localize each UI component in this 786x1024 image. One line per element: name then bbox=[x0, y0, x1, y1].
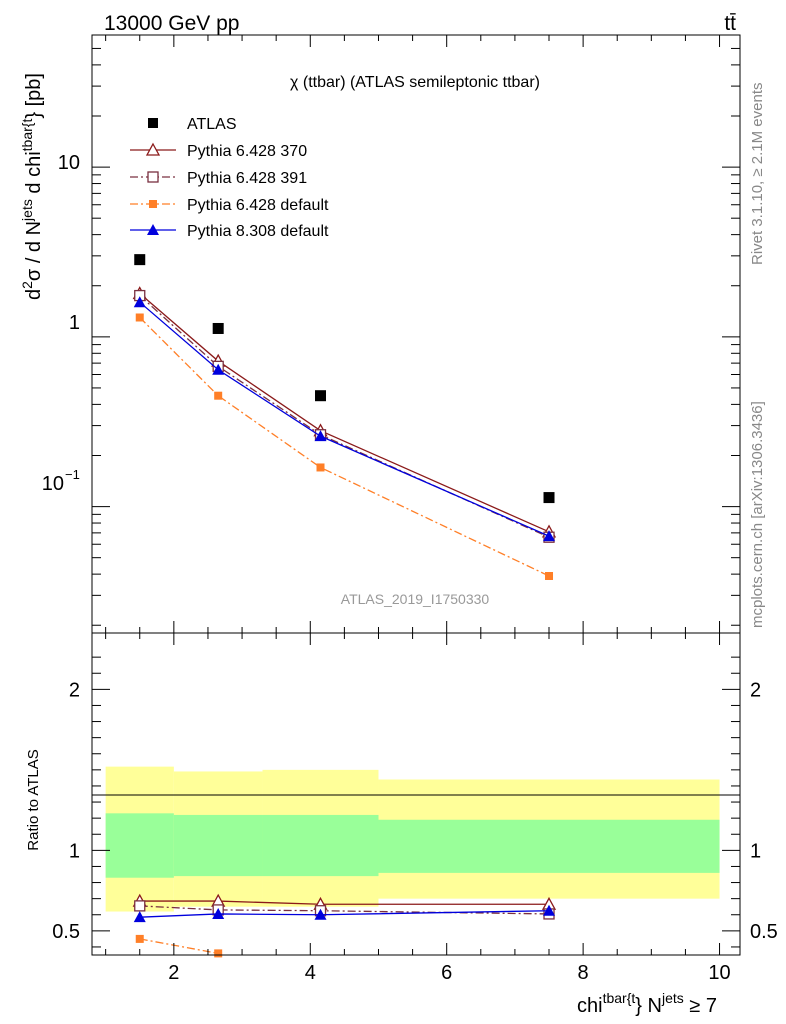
data-point-pythia-6-428-default-2 bbox=[316, 463, 325, 472]
series-line-pythia-6-428-391 bbox=[139, 295, 550, 538]
legend-entry-pythia8-default: Pythia 8.308 default bbox=[130, 223, 329, 240]
ratio-axis-ticks: 2 4 6 8 10 0.5 0.5 1 1 2 2 bbox=[52, 633, 778, 984]
x-tick-label-2: 2 bbox=[168, 962, 179, 984]
data-point-pythia-8-308-default-3 bbox=[543, 530, 556, 542]
ratio-band-inner-bin-2 bbox=[262, 814, 379, 877]
series-line-pythia-8-308-default bbox=[139, 301, 550, 537]
legend-entry-atlas: ATLAS bbox=[148, 116, 237, 133]
x-tick-label-4: 4 bbox=[305, 962, 316, 984]
main-y-axis-label: d2σ / d Njets d chitbar{t} [pb] bbox=[19, 73, 45, 300]
data-point-pythia-8-308-default-0 bbox=[133, 911, 146, 923]
ratio-y-tick-label-left-0.5: 0.5 bbox=[52, 921, 80, 943]
data-point-pythia-6-428-default-1 bbox=[214, 949, 223, 958]
data-point-atlas-1 bbox=[212, 322, 224, 334]
data-point-atlas-2 bbox=[315, 390, 327, 402]
ratio-plot-panel: 2 4 6 8 10 0.5 0.5 1 1 2 2 Ratio to ATLAS chitbar{… bbox=[25, 632, 778, 1017]
legend-marker-pythia8-default bbox=[147, 224, 159, 235]
series-line-pythia-6-428-370 bbox=[139, 293, 550, 533]
legend-marker-atlas bbox=[148, 118, 158, 128]
data-point-pythia-6-428-default-0 bbox=[135, 934, 144, 943]
data-point-pythia-8-308-default-0 bbox=[133, 296, 146, 308]
data-point-pythia-6-428-default-3 bbox=[545, 572, 554, 581]
energy-label: 13000 GeV pp bbox=[104, 12, 239, 35]
data-point-pythia-6-428-default-0 bbox=[135, 313, 144, 322]
legend-label-pythia6-default: Pythia 6.428 default bbox=[187, 197, 329, 214]
data-point-pythia-6-428-default-1 bbox=[214, 391, 223, 400]
ratio-uncertainty-bands bbox=[105, 766, 720, 912]
data-point-pythia-8-308-default-3 bbox=[543, 904, 556, 916]
ratio-y-tick-label-left-2: 2 bbox=[69, 679, 80, 701]
ratio-y-tick-label-right-2: 2 bbox=[750, 679, 761, 701]
ratio-y-tick-label-left-1: 1 bbox=[69, 840, 80, 862]
analysis-watermark: ATLAS_2019_I1750330 bbox=[341, 591, 490, 607]
x-tick-label-10: 10 bbox=[708, 962, 730, 984]
legend-marker-pythia6-370 bbox=[145, 142, 161, 156]
ratio-plot-frame bbox=[91, 632, 741, 956]
y-tick-label-1: 1 bbox=[69, 312, 80, 334]
series-line-pythia-8-308-default bbox=[139, 910, 550, 918]
legend-entry-pythia6-391: Pythia 6.428 391 bbox=[130, 170, 307, 187]
legend-entry-pythia6-default: Pythia 6.428 default bbox=[130, 197, 329, 214]
data-point-atlas-0 bbox=[134, 254, 146, 266]
legend-label-pythia6-391: Pythia 6.428 391 bbox=[187, 170, 307, 187]
ratio-band-inner-bin-0 bbox=[105, 813, 174, 878]
data-point-pythia-8-308-default-2 bbox=[314, 908, 327, 920]
mcplots-label: mcplots.cern.ch [arXiv:1306.3436] bbox=[749, 401, 766, 628]
data-point-atlas-3 bbox=[543, 492, 555, 504]
legend-label-pythia8-default: Pythia 8.308 default bbox=[187, 223, 329, 240]
x-axis-label: chitbar{t} Njets ≥ 7 bbox=[577, 990, 717, 1017]
legend-entry-pythia6-370: Pythia 6.428 370 bbox=[130, 142, 307, 160]
x-tick-label-8: 8 bbox=[578, 962, 589, 984]
legend-label-atlas: ATLAS bbox=[187, 116, 237, 133]
x-tick-label-6: 6 bbox=[441, 962, 452, 984]
plot-title: χ (ttbar) (ATLAS semileptonic ttbar) bbox=[290, 74, 540, 91]
data-point-pythia-8-308-default-1 bbox=[212, 907, 225, 919]
series-line-pythia-6-428-default bbox=[139, 317, 550, 577]
main-series-group bbox=[132, 254, 557, 581]
series-line-pythia-6-428-370 bbox=[139, 900, 550, 905]
legend-label-pythia6-370: Pythia 6.428 370 bbox=[187, 143, 307, 160]
ratio-y-tick-label-right-1: 1 bbox=[750, 840, 761, 862]
ratio-band-inner-bin-3 bbox=[378, 819, 720, 873]
ratio-y-axis-label: Ratio to ATLAS bbox=[25, 749, 42, 850]
y-tick-label-0p1-exponent: −1 bbox=[65, 467, 80, 482]
legend-marker-pythia6-391 bbox=[147, 171, 159, 183]
process-label: tt̄ bbox=[724, 12, 736, 35]
data-point-pythia-8-308-default-2 bbox=[314, 430, 327, 442]
legend-marker-pythia6-default bbox=[149, 200, 157, 208]
data-point-pythia-6-428-391-0 bbox=[134, 900, 146, 912]
series-line-pythia-6-428-default bbox=[139, 938, 219, 955]
main-plot-panel: χ (ttbar) (ATLAS semileptonic ttbar) ATL… bbox=[19, 34, 741, 634]
ratio-band-inner-bin-1 bbox=[173, 814, 263, 877]
y-tick-label-0p1: 10 bbox=[42, 473, 64, 495]
series-line-pythia-6-428-391 bbox=[139, 905, 550, 915]
data-point-pythia-8-308-default-1 bbox=[212, 363, 225, 375]
rivet-version-label: Rivet 3.1.10, ≥ 2.1M events bbox=[749, 83, 766, 266]
y-tick-label-10: 10 bbox=[58, 152, 80, 174]
main-axis-ticks bbox=[92, 34, 740, 633]
ratio-y-tick-label-right-0.5: 0.5 bbox=[750, 921, 778, 943]
ratio-series-group bbox=[132, 893, 557, 958]
legend: ATLAS Pythia 6.428 370 Pythia 6.428 391 … bbox=[130, 116, 329, 240]
